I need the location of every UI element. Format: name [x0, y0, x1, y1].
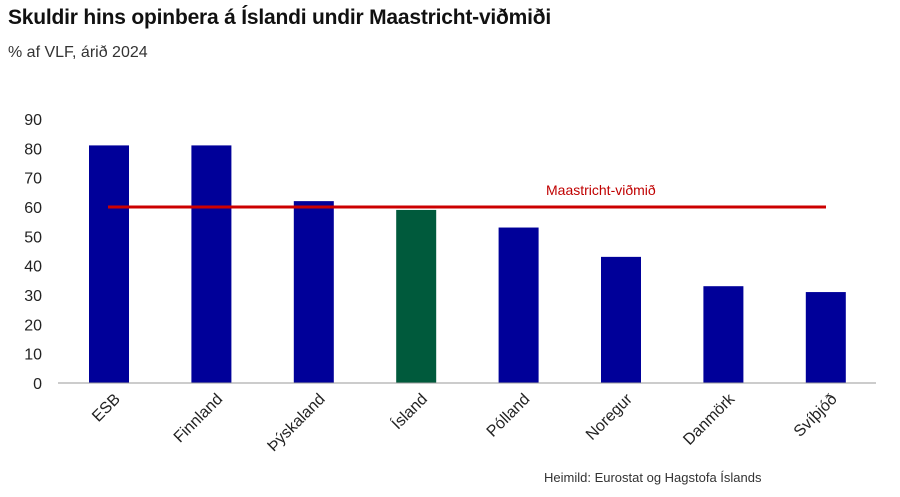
y-tick-label: 10 [24, 347, 42, 364]
bars [89, 145, 846, 383]
y-tick-label: 60 [24, 200, 42, 217]
x-tick-label: Danmörk [680, 390, 739, 449]
bar [498, 227, 539, 383]
chart-subtitle: % af VLF, árið 2024 [8, 44, 148, 61]
y-tick-label: 30 [24, 288, 42, 305]
x-tick-label: Þýskaland [264, 391, 328, 455]
bar [601, 256, 641, 383]
bar [396, 209, 437, 383]
bar [805, 292, 846, 383]
bar [191, 145, 232, 383]
y-tick-label: 50 [24, 229, 42, 246]
chart-title: Skuldir hins opinbera á Íslandi undir Ma… [8, 6, 552, 29]
bar [293, 201, 334, 383]
bar [89, 145, 129, 383]
maastricht-reference-label: Maastricht-viðmið [546, 182, 656, 198]
x-axis-labels: ESB Finnland Þýskaland Ísland Pólland Noregur… [89, 389, 841, 455]
y-tick-label: 80 [24, 141, 42, 158]
x-tick-label: Svíþjóð [791, 391, 841, 441]
x-tick-label: ESB [89, 391, 124, 426]
y-axis-ticks: 0 10 20 30 40 50 60 70 80 90 [24, 112, 42, 393]
y-tick-label: 20 [24, 317, 42, 334]
x-tick-label: Pólland [484, 391, 534, 441]
y-tick-label: 40 [24, 259, 42, 276]
bar [703, 286, 744, 383]
y-tick-label: 0 [33, 376, 42, 393]
y-tick-label: 70 [24, 171, 42, 188]
y-tick-label: 90 [24, 112, 42, 129]
x-tick-label: Finnland [171, 391, 226, 446]
x-tick-label: Noregur [583, 390, 636, 443]
x-tick-label: Ísland [387, 389, 431, 433]
source-note: Heimild: Eurostat og Hagstofa Íslands [544, 470, 762, 485]
